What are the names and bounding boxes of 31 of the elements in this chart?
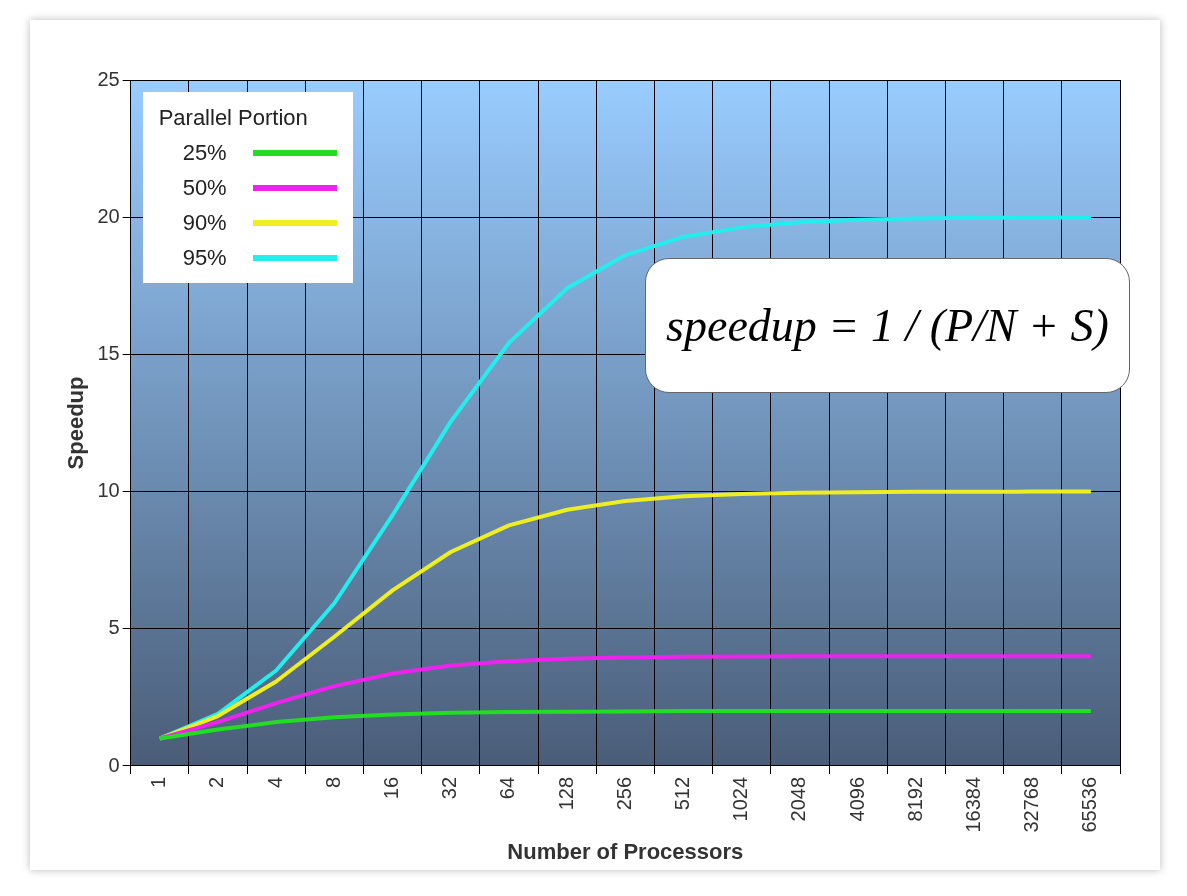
x-tick-label: 32768: [1020, 776, 1043, 833]
x-tick-label: 16: [380, 776, 403, 800]
y-tick-label: 5: [108, 616, 120, 639]
y-tick-label: 10: [97, 479, 120, 502]
x-tick-label: 1: [147, 776, 170, 789]
y-tick-label: 0: [108, 753, 120, 776]
x-tick-label: 8192: [903, 776, 926, 822]
y-tick-label: 20: [97, 204, 120, 227]
x-tick-label: 2048: [787, 776, 810, 822]
x-axis-title: Number of Processors: [507, 838, 744, 864]
legend-label: 95%: [182, 244, 227, 271]
x-tick-label: 8: [321, 776, 344, 789]
x-tick-label: 16384: [962, 776, 985, 833]
legend-label: 50%: [182, 174, 227, 201]
x-tick-label: 64: [496, 776, 519, 800]
x-tick-label: 1024: [729, 776, 752, 822]
x-tick-label: 4: [263, 776, 286, 789]
x-tick-label: 32: [438, 776, 461, 800]
x-tick-label: 128: [554, 776, 577, 811]
x-tick-label: 2: [205, 776, 228, 789]
legend-title: Parallel Portion: [158, 103, 309, 132]
legend-label: 25%: [182, 139, 227, 166]
annotation: speedup = 1 / (P/N + S): [645, 258, 1130, 394]
y-tick-label: 15: [97, 341, 120, 364]
legend-label: 90%: [182, 209, 227, 236]
y-tick-label: 25: [97, 67, 120, 90]
x-tick-label: 65536: [1078, 776, 1101, 833]
x-tick-label: 512: [671, 776, 694, 811]
x-tick-label: 256: [612, 776, 635, 811]
y-axis-title: Speedup: [63, 376, 89, 470]
x-tick-label: 4096: [845, 776, 868, 822]
